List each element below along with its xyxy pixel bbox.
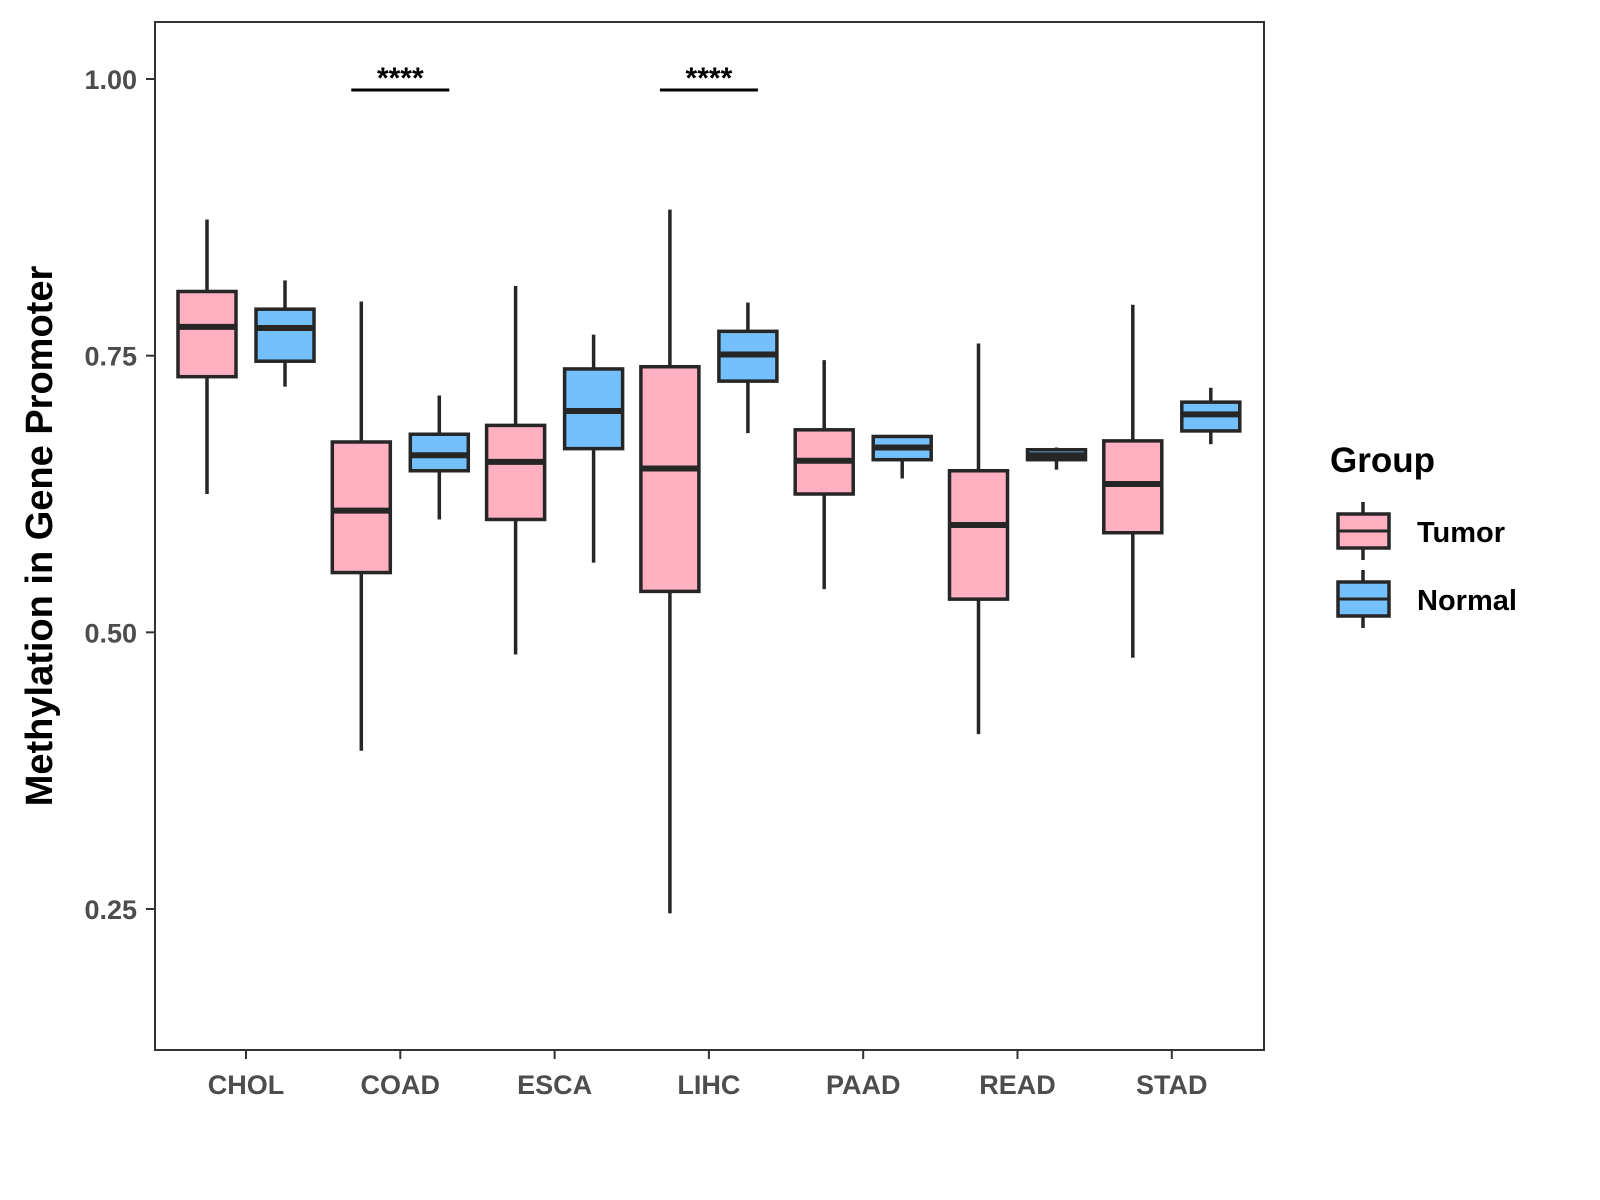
significance-coad: ****	[351, 62, 450, 95]
box-tumor-read	[947, 343, 1010, 735]
legend-item-normal: Normal	[1336, 570, 1517, 628]
y-tick-label: 1.00	[84, 65, 137, 95]
significance-label: ****	[377, 62, 424, 95]
x-tick-label: ESCA	[517, 1070, 592, 1100]
legend-label: Normal	[1417, 585, 1517, 617]
box-normal-paad	[871, 434, 933, 479]
significance-lihc: ****	[659, 62, 758, 95]
x-axis: CHOL COAD ESCA LIHC PAAD READ STAD	[208, 1050, 1208, 1100]
legend-item-tumor: Tumor	[1336, 502, 1505, 560]
box-tumor-lihc	[639, 209, 701, 914]
x-tick-label: PAAD	[826, 1070, 901, 1100]
box-normal-esca	[562, 334, 625, 563]
box-tumor-chol	[176, 219, 238, 495]
legend: Group Tumor Normal	[1330, 441, 1517, 628]
y-tick-label: 0.50	[84, 618, 137, 648]
box-iqr	[176, 289, 238, 379]
box-tumor-coad	[330, 301, 393, 751]
box-normal-chol	[254, 280, 316, 387]
box-normal-read	[1025, 447, 1088, 470]
legend-title: Group	[1330, 441, 1435, 480]
y-axis-label: Methylation in Gene Promoter	[19, 266, 61, 807]
x-tick-label: STAD	[1136, 1070, 1208, 1100]
box-iqr	[484, 423, 547, 522]
box-tumor-stad	[1102, 304, 1164, 658]
box-normal-lihc	[717, 302, 779, 434]
box-tumor-paad	[793, 360, 855, 590]
x-tick-label: COAD	[361, 1070, 441, 1100]
y-tick-label: 0.25	[84, 895, 137, 925]
x-tick-label: LIHC	[677, 1070, 740, 1100]
box-normal-coad	[408, 395, 471, 520]
x-tick-label: CHOL	[208, 1070, 285, 1100]
y-tick-label: 0.75	[84, 342, 137, 372]
box-iqr	[639, 364, 701, 594]
box-iqr	[330, 440, 393, 575]
box-tumor-esca	[484, 285, 547, 655]
plot-panel-border	[154, 21, 1265, 1051]
x-tick-label: READ	[979, 1070, 1056, 1100]
box-normal-stad	[1180, 387, 1242, 445]
box-iqr	[947, 469, 1010, 601]
legend-label: Tumor	[1417, 517, 1505, 549]
significance-label: ****	[686, 62, 733, 95]
y-axis: 0.25 0.50 0.75 1.00	[84, 65, 155, 925]
box-iqr	[254, 307, 316, 363]
